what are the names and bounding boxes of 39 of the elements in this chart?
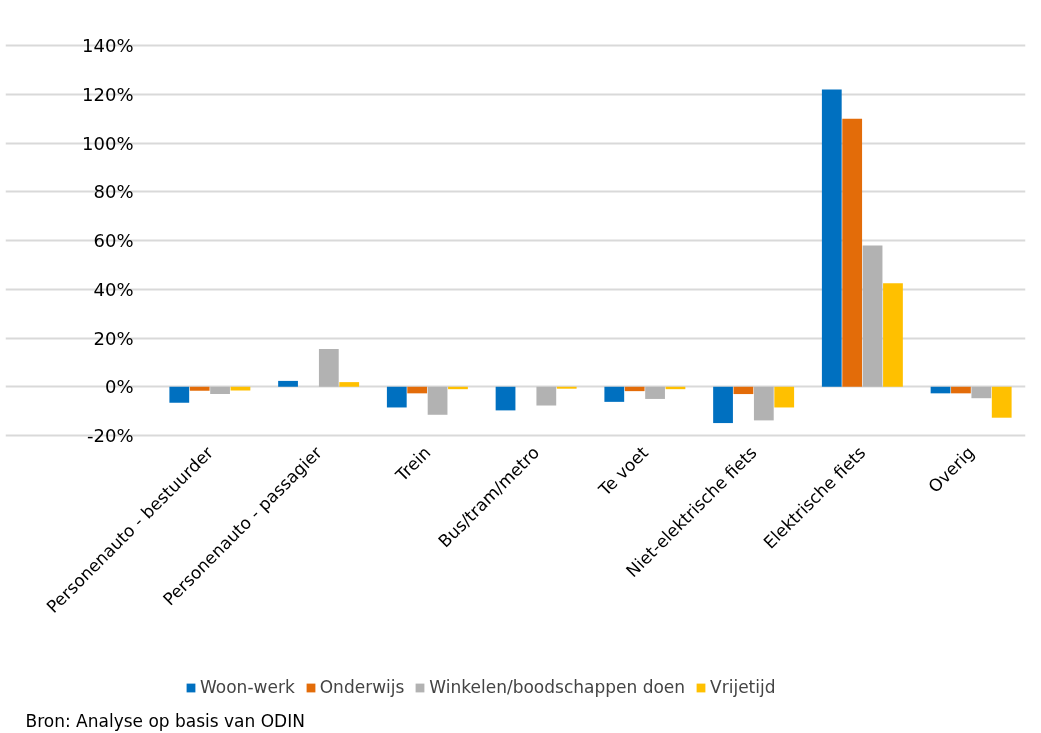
y-tick-label: 80% <box>93 181 134 203</box>
bar <box>210 386 230 395</box>
y-tick-label: 120% <box>82 83 134 105</box>
bar <box>821 89 842 387</box>
bar <box>495 386 516 411</box>
bar <box>883 283 903 387</box>
y-tick-label: 0% <box>104 376 134 398</box>
legend-label: Vrijetijd <box>710 677 776 697</box>
bar <box>971 386 992 399</box>
bar <box>991 386 1012 418</box>
bar <box>407 386 428 394</box>
bar <box>339 382 360 387</box>
text: Bron: Analyse op basis van ODIN <box>25 710 305 731</box>
legend-label: Woon-werk <box>200 677 295 697</box>
y-tick-label: 60% <box>93 230 134 251</box>
bar <box>318 348 339 387</box>
bar <box>774 386 795 408</box>
y-tick-label: 100% <box>82 132 134 154</box>
y-tick-label: 20% <box>93 327 134 349</box>
bar <box>713 386 733 424</box>
bar <box>645 386 665 399</box>
bar <box>427 386 448 415</box>
y-tick-label: -20% <box>87 425 134 446</box>
bar <box>604 386 625 402</box>
bar <box>842 118 863 387</box>
bar <box>386 386 407 408</box>
bar <box>536 386 557 406</box>
y-tick-label: 140% <box>82 35 134 56</box>
bar <box>169 386 190 403</box>
legend-label: Winkelen/boodschappen doen <box>429 677 686 697</box>
bar <box>733 386 754 395</box>
bar <box>278 380 298 387</box>
bar <box>624 386 645 392</box>
bar <box>189 386 210 391</box>
y-tick-label: 40% <box>93 278 134 300</box>
legend-label: Onderwijs <box>319 677 405 697</box>
bar <box>951 386 971 394</box>
bar <box>862 245 883 387</box>
bar <box>753 386 774 421</box>
